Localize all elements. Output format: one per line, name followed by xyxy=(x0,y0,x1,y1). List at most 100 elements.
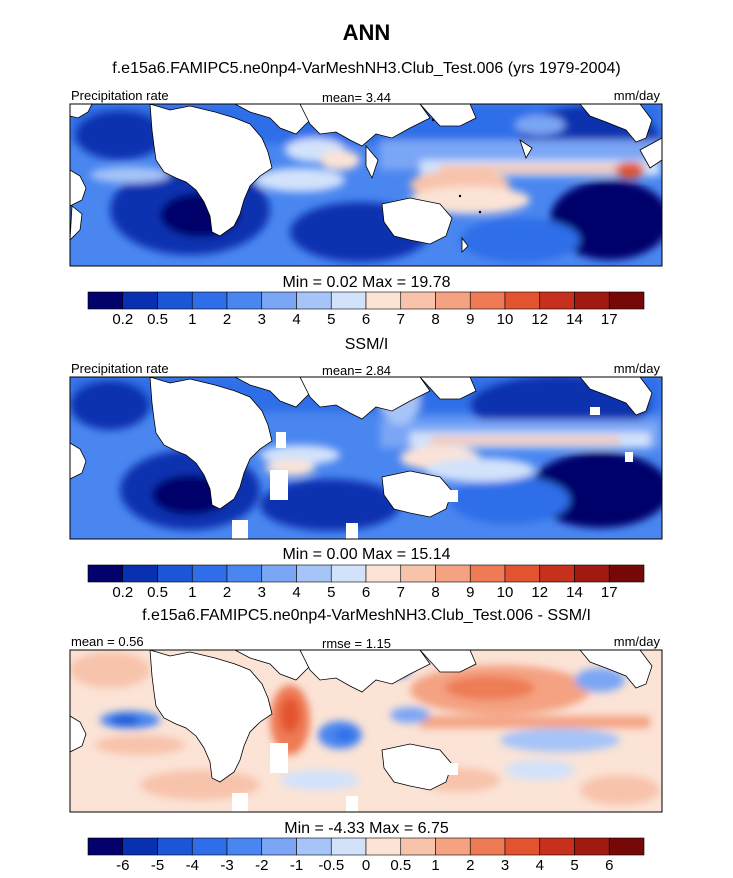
colorbar1-swatch xyxy=(226,291,263,310)
colorbar3-tick-label: -3 xyxy=(220,857,233,874)
panel3-map xyxy=(69,649,663,813)
colorbar3-swatch xyxy=(296,837,332,856)
colorbar2-swatch xyxy=(608,564,645,583)
colorbar1-swatch xyxy=(574,291,610,310)
colorbar2-tick-label: 9 xyxy=(466,584,474,601)
colorbar3-tick-label: -4 xyxy=(186,857,199,874)
colorbar2-swatch xyxy=(400,564,436,583)
colorbar2-swatch xyxy=(435,564,471,583)
colorbar3-tick-label: -5 xyxy=(151,857,164,874)
panel3-minmax: Min = -4.33 Max = 6.75 xyxy=(284,820,449,837)
colorbar1-swatch xyxy=(157,291,193,310)
colorbar3-swatch xyxy=(365,837,402,856)
colorbar2-swatch xyxy=(539,564,575,583)
colorbar3-tick-label: 6 xyxy=(605,857,613,874)
colorbar1-swatch xyxy=(330,291,367,310)
panel1-units-label: mm/day xyxy=(613,88,660,103)
colorbar2-tick-label: 2 xyxy=(223,584,231,601)
colorbar2-swatch xyxy=(574,564,610,583)
colorbar3-tick-label: -1 xyxy=(290,857,303,874)
colorbar1-tick-label: 8 xyxy=(431,311,439,328)
colorbar3-swatch xyxy=(191,837,228,856)
panel2-mean-label: mean= 2.84 xyxy=(322,363,392,378)
colorbar2-tick-label: 6 xyxy=(362,584,370,601)
panel3-subtitle: f.e15a6.FAMIPC5.ne0np4-VarMeshNH3.Club_T… xyxy=(142,607,591,624)
colorbar1-swatch xyxy=(191,291,228,310)
colorbar1-tick-label: 6 xyxy=(362,311,370,328)
colorbar1-tick-label: 5 xyxy=(327,311,335,328)
panel1-minmax: Min = 0.02 Max = 19.78 xyxy=(282,274,451,291)
panel2-subtitle: SSM/I xyxy=(344,336,389,353)
colorbar3-swatch xyxy=(87,837,124,856)
colorbar3-tick-label: 2 xyxy=(466,857,474,874)
panel3-rmse-label: rmse = 1.15 xyxy=(322,636,392,651)
colorbar1-swatch xyxy=(435,291,471,310)
colorbar2-tick-label: 0.2 xyxy=(112,584,133,601)
colorbar3-swatch xyxy=(122,837,158,856)
colorbar1-swatch xyxy=(261,291,297,310)
colorbar1-swatch xyxy=(469,291,506,310)
panel2-units-label: mm/day xyxy=(613,361,660,376)
colorbar3-swatch xyxy=(330,837,367,856)
colorbar1-swatch xyxy=(504,291,541,310)
colorbar3-tick-label: 3 xyxy=(501,857,509,874)
colorbar2-tick-label: 4 xyxy=(292,584,300,601)
colorbar1-tick-label: 10 xyxy=(497,311,514,328)
colorbar-panel1: 0.2 0.5 1 2 3 4 5 6 7 8 9 10 12 14 17 xyxy=(87,291,645,328)
colorbar3-tick-label: -2 xyxy=(255,857,268,874)
colorbar1-swatch xyxy=(539,291,575,310)
colorbar3-tick-label: 1 xyxy=(431,857,439,874)
colorbar1-tick-label: 4 xyxy=(292,311,300,328)
colorbar1-swatch xyxy=(122,291,158,310)
colorbar2-tick-label: 12 xyxy=(531,584,548,601)
colorbar-panel3: -6 -5 -4 -3 -2 -1 -0.5 0 0.5 1 2 3 4 5 6 xyxy=(87,837,645,874)
panel3-mean-label: mean = 0.56 xyxy=(71,634,144,649)
colorbar3-tick-label: -0.5 xyxy=(318,857,344,874)
colorbar3-swatch xyxy=(504,837,541,856)
colorbar2-tick-label: 7 xyxy=(397,584,405,601)
colorbar2-tick-label: 0.5 xyxy=(147,584,168,601)
colorbar1-tick-label: 1 xyxy=(188,311,196,328)
colorbar3-swatch xyxy=(400,837,436,856)
colorbar1-tick-label: 0.5 xyxy=(147,311,168,328)
panel1-mean-label: mean= 3.44 xyxy=(322,90,392,105)
colorbar1-tick-label: 3 xyxy=(258,311,266,328)
colorbar2-swatch xyxy=(226,564,263,583)
panel2-map xyxy=(69,376,663,540)
colorbar1-swatch xyxy=(87,291,124,310)
colorbar-panel2: 0.2 0.5 1 2 3 4 5 6 7 8 9 10 12 14 17 xyxy=(87,564,645,601)
panel3-units-label: mm/day xyxy=(613,634,660,649)
colorbar3-swatch xyxy=(226,837,263,856)
colorbar1-tick-label: 9 xyxy=(466,311,474,328)
panel1-left-label: Precipitation rate xyxy=(71,88,169,103)
colorbar2-swatch xyxy=(191,564,228,583)
colorbar1-swatch xyxy=(365,291,402,310)
colorbar2-tick-label: 1 xyxy=(188,584,196,601)
colorbar2-tick-label: 8 xyxy=(431,584,439,601)
colorbar2-swatch xyxy=(261,564,297,583)
colorbar3-swatch xyxy=(469,837,506,856)
colorbar2-swatch xyxy=(157,564,193,583)
colorbar1-tick-label: 12 xyxy=(531,311,548,328)
colorbar3-swatch xyxy=(435,837,471,856)
colorbar2-tick-label: 14 xyxy=(566,584,583,601)
colorbar3-swatch xyxy=(157,837,193,856)
colorbar1-swatch xyxy=(296,291,332,310)
colorbar1-tick-label: 17 xyxy=(601,311,618,328)
panel1-subtitle: f.e15a6.FAMIPC5.ne0np4-VarMeshNH3.Club_T… xyxy=(112,60,621,77)
colorbar1-tick-label: 7 xyxy=(397,311,405,328)
colorbar2-swatch xyxy=(87,564,124,583)
colorbar1-tick-label: 14 xyxy=(566,311,583,328)
colorbar2-tick-label: 5 xyxy=(327,584,335,601)
colorbar3-swatch xyxy=(261,837,297,856)
colorbar3-tick-label: 4 xyxy=(536,857,544,874)
colorbar1-tick-label: 2 xyxy=(223,311,231,328)
panel2-minmax: Min = 0.00 Max = 15.14 xyxy=(282,546,451,563)
colorbar2-swatch xyxy=(365,564,402,583)
colorbar1-swatch xyxy=(608,291,645,310)
colorbar3-swatch xyxy=(574,837,610,856)
colorbar2-swatch xyxy=(122,564,158,583)
colorbar2-tick-label: 10 xyxy=(497,584,514,601)
colorbar1-tick-label: 0.2 xyxy=(112,311,133,328)
